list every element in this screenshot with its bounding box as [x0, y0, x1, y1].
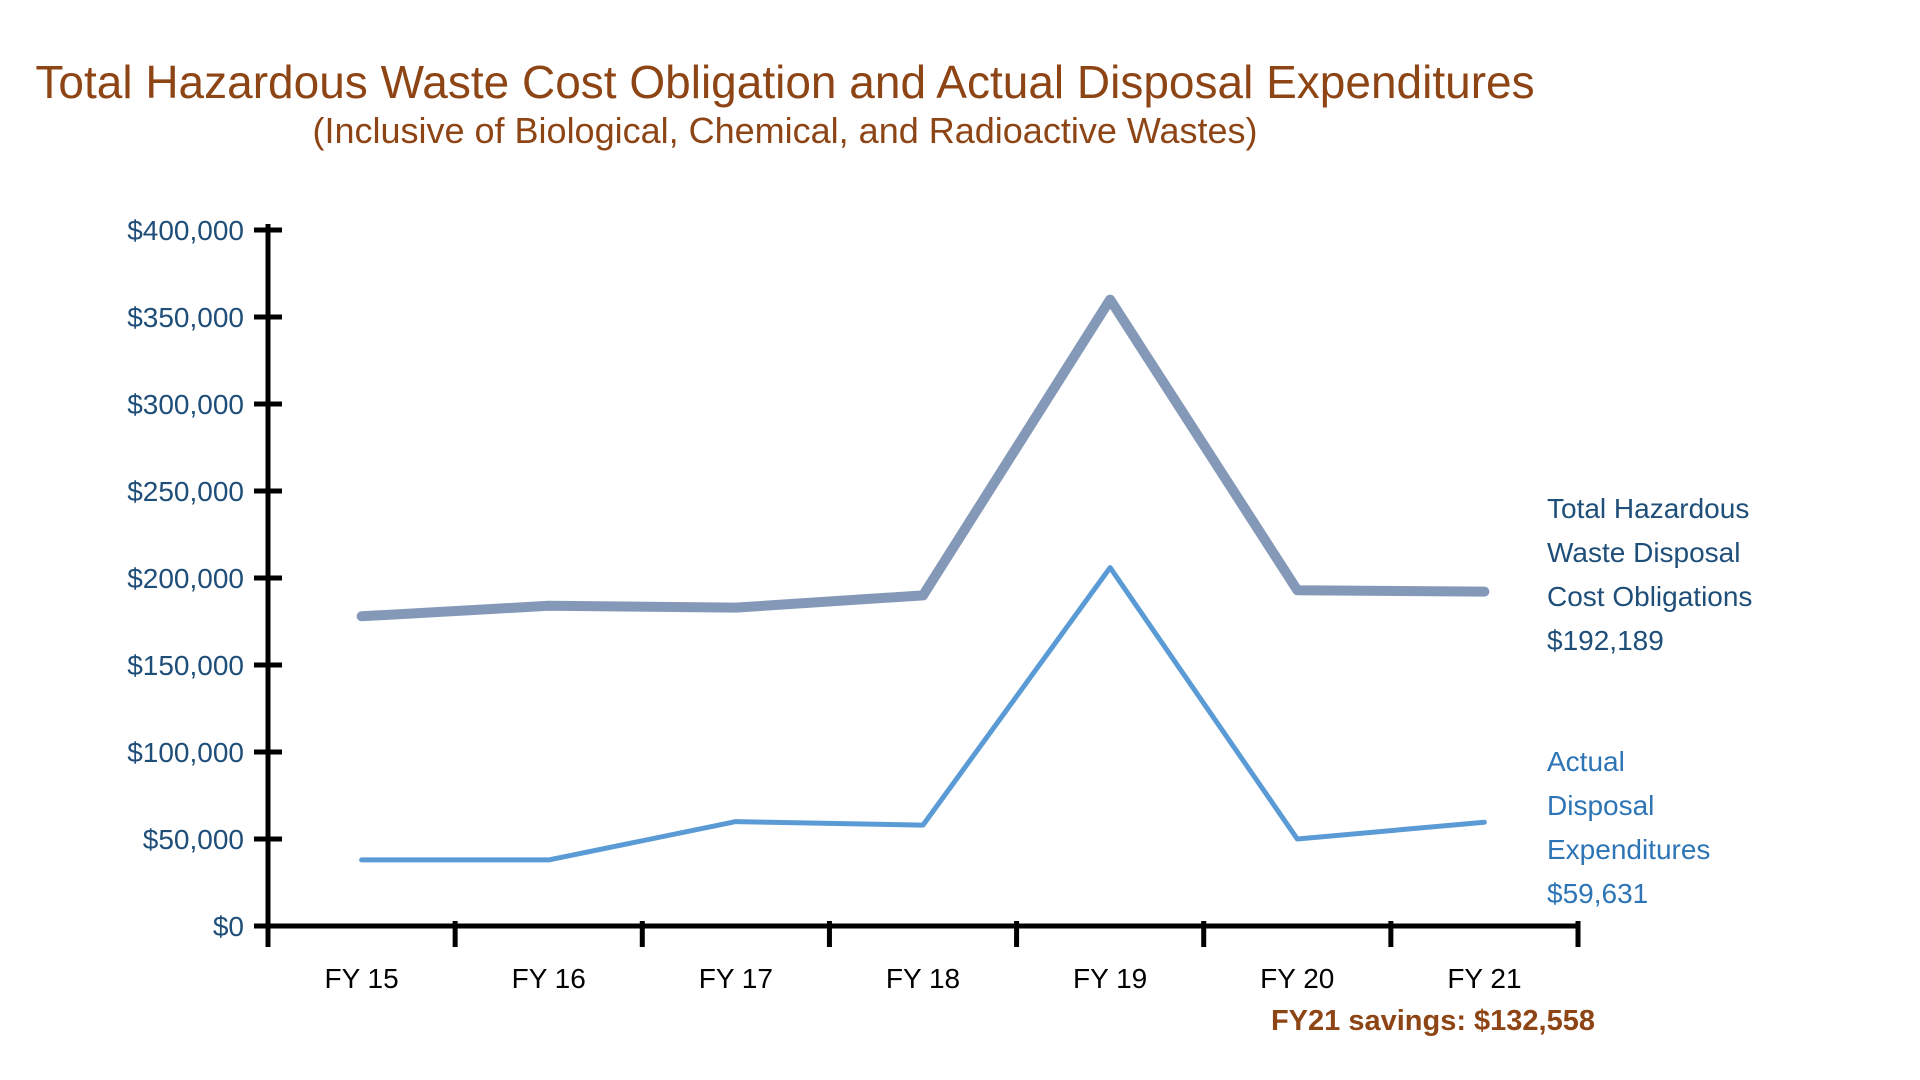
expenditures-line — [359, 565, 1487, 863]
chart-title: Total Hazardous Waste Cost Obligation an… — [35, 56, 1535, 108]
y-tick-label: $400,000 — [127, 215, 244, 246]
x-tick-label: FY 15 — [324, 963, 398, 994]
x-tick-label: FY 20 — [1260, 963, 1334, 994]
obligations-series-label: Total Hazardous Waste Disposal Cost Obli… — [1547, 493, 1753, 656]
obligations-line — [356, 294, 1490, 622]
x-tick-label: FY 21 — [1447, 963, 1521, 994]
x-tick-label: FY 18 — [886, 963, 960, 994]
y-tick-label: $350,000 — [127, 302, 244, 333]
x-tick-label: FY 19 — [1073, 963, 1147, 994]
y-tick-label: $200,000 — [127, 563, 244, 594]
savings-annotation: FY21 savings: $132,558 — [1270, 1005, 1595, 1037]
y-tick-label: $0 — [213, 911, 244, 942]
y-tick-label: $100,000 — [127, 737, 244, 768]
x-tick-label: FY 17 — [699, 963, 773, 994]
y-tick-label: $250,000 — [127, 476, 244, 507]
y-tick-label: $50,000 — [143, 824, 244, 855]
y-tick-label: $150,000 — [127, 650, 244, 681]
expenditures-series-label: Actual Disposal Expenditures $59,631 — [1547, 746, 1711, 909]
chart-subtitle: (Inclusive of Biological, Chemical, and … — [312, 110, 1258, 151]
x-tick-label: FY 16 — [512, 963, 586, 994]
y-tick-label: $300,000 — [127, 389, 244, 420]
